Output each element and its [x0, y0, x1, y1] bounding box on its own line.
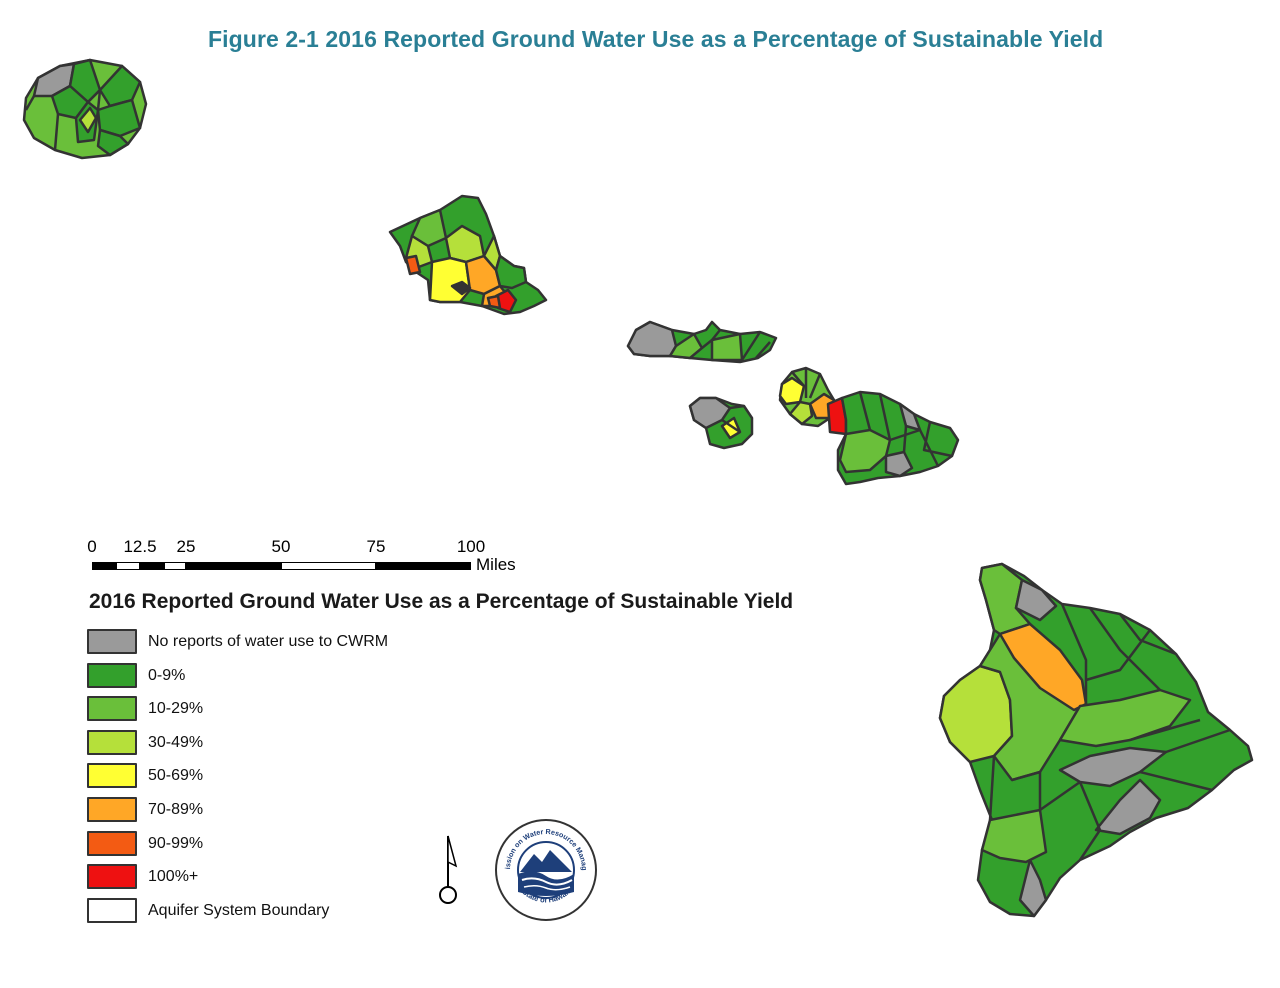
legend-swatch-gray	[87, 629, 137, 654]
oahu-aquifer-orange-red-south	[486, 294, 502, 310]
legend-title: 2016 Reported Ground Water Use as a Perc…	[89, 590, 794, 613]
scale-tick-100: 100	[456, 537, 486, 556]
kauai-aquifer-lime	[78, 106, 98, 134]
oahu-aquifer-green-west	[410, 208, 448, 248]
scale-tick-0: 0	[87, 537, 97, 556]
island-kauai	[22, 58, 148, 160]
cwrm-seal-logo: Commission on Water Resource Management …	[494, 818, 597, 921]
molokai-aquifer-green-b	[710, 332, 744, 362]
legend-label: No reports of water use to CWRM	[148, 633, 389, 650]
legend-swatch-red	[87, 864, 137, 890]
hawaii-aquifer-kohala-gray	[1014, 578, 1058, 622]
scale-segment	[92, 562, 116, 570]
island-lanai	[688, 396, 754, 450]
legend-label: 0-9%	[148, 666, 186, 684]
legend-label: 50-69%	[148, 767, 204, 785]
hawaii-aquifer-gray-southwest	[1018, 858, 1048, 918]
scale-unit: Miles	[476, 555, 516, 574]
scale-tick-12-5: 12.5	[123, 537, 157, 556]
scale-tick-50: 50	[271, 537, 291, 556]
figure-title: Figure 2-1 2016 Reported Ground Water Us…	[208, 26, 1104, 52]
legend-swatch-red-orange	[87, 830, 137, 856]
oahu-aquifer-yellow-central	[428, 256, 472, 304]
island-hawaii	[938, 562, 1254, 918]
lanai-aquifer-gray	[688, 396, 732, 430]
legend-swatch-yellow	[87, 763, 137, 789]
molokai-aquifer-gray	[626, 320, 678, 358]
legend-label: 10-29%	[148, 700, 204, 718]
maui-east-gray-b	[884, 450, 914, 478]
oahu-aquifer-green-east	[494, 254, 528, 290]
island-molokai	[626, 320, 778, 364]
kauai-aquifer-green-b	[98, 64, 142, 108]
legend-swatch-green-dark	[87, 662, 137, 688]
molokai-aquifer-green-a	[668, 332, 704, 360]
molokai-aquifer-lines	[701, 329, 771, 361]
legend-swatch-lime	[87, 729, 137, 755]
scale-segment	[376, 562, 471, 570]
island-maui	[778, 366, 960, 486]
hawaii-aquifer-gray-southeast	[1058, 746, 1168, 788]
scale-bar: 0 12.5 25 50 75 100 Miles	[80, 535, 540, 585]
maui-west-lime	[788, 400, 814, 426]
scale-tick-25: 25	[176, 537, 196, 556]
oahu-aquifer-orange-red-west	[404, 254, 422, 276]
hawaii-aquifer-gray-south	[1094, 778, 1162, 836]
scale-segment	[186, 562, 281, 570]
island-oahu	[388, 194, 548, 316]
hawaii-aquifer-lines	[988, 603, 1231, 861]
legend-swatch-orange	[87, 796, 137, 822]
scale-segment	[281, 562, 376, 570]
legend-label: Aquifer System Boundary	[148, 901, 330, 919]
hawaii-aquifer-east-green-light	[1058, 688, 1192, 748]
scale-segment	[140, 562, 164, 570]
legend-swatch-white	[87, 897, 137, 923]
legend-swatch-green	[87, 696, 137, 722]
scale-segment	[116, 562, 140, 570]
legend-label: 90-99%	[148, 834, 204, 852]
legend-label: 70-89%	[148, 800, 204, 818]
oahu-pearl-harbor	[450, 280, 472, 296]
kauai-aquifer-sectors-lines	[24, 88, 102, 151]
maui-west-lines	[791, 368, 822, 399]
scale-segment	[164, 562, 186, 570]
maui-east-lines	[858, 391, 953, 467]
legend-label: 30-49%	[148, 733, 204, 751]
kauai-aquifer-green-f	[96, 128, 130, 157]
maui-east-green-light	[838, 428, 892, 474]
scale-tick-75: 75	[366, 537, 386, 556]
legend-label: 100%+	[148, 868, 199, 886]
north-arrow-icon	[439, 835, 458, 904]
lanai-aquifer-lines	[721, 404, 745, 434]
